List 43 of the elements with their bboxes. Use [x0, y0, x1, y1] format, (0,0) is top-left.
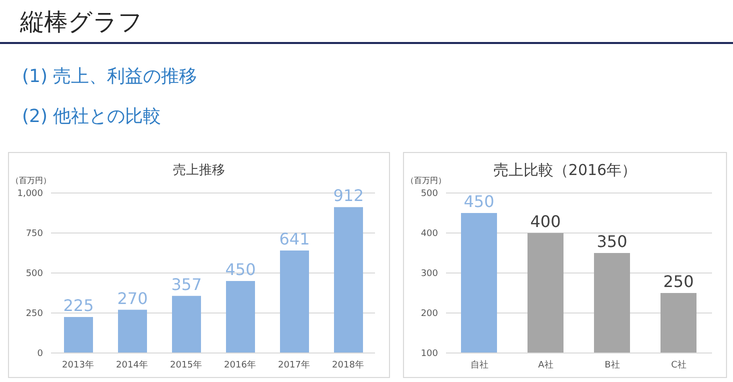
data-label: 641 — [279, 229, 310, 248]
y-tick-label: 250 — [26, 309, 44, 320]
data-label: 450 — [225, 260, 256, 279]
x-tick-label: 2013年 — [62, 359, 94, 370]
y-axis-title: （百万円） — [11, 175, 51, 186]
data-label: 350 — [596, 232, 628, 251]
bar — [172, 296, 201, 353]
x-tick-label: 2017年 — [278, 359, 310, 370]
data-label: 357 — [171, 274, 202, 294]
text: (1) 売上、利益の推移 — [22, 65, 198, 88]
x-tick-label: A社 — [538, 359, 554, 370]
y-axis-title: （百万円） — [406, 175, 446, 186]
y-tick-label: 1,000 — [17, 189, 44, 200]
y-tick-label: 750 — [26, 229, 44, 240]
data-label: 450 — [464, 192, 494, 211]
y-tick-label: 0 — [37, 349, 44, 360]
bar — [118, 310, 147, 353]
y-tick-label: 400 — [420, 229, 438, 240]
data-label: 400 — [530, 212, 561, 231]
x-tick-label: 自社 — [470, 359, 488, 370]
x-tick-label: 2015年 — [170, 359, 202, 370]
y-tick-label: 300 — [420, 269, 438, 280]
bar — [226, 281, 255, 353]
bar — [280, 250, 309, 353]
x-tick-label: 2018年 — [332, 359, 364, 370]
data-label: 912 — [333, 186, 364, 206]
text: 縦棒グラフ — [20, 7, 143, 38]
x-tick-label: 2014年 — [116, 359, 148, 370]
data-label: 250 — [663, 272, 694, 291]
x-tick-label: C社 — [671, 359, 686, 370]
y-tick-label: 200 — [420, 309, 438, 320]
y-tick-label: 500 — [420, 189, 438, 200]
x-tick-label: B社 — [604, 359, 620, 370]
bar — [334, 207, 363, 353]
y-tick-label: 100 — [420, 349, 438, 360]
y-tick-label: 500 — [26, 269, 44, 280]
bar — [64, 317, 93, 353]
chart-title: 売上比較（2016年） — [493, 161, 637, 179]
data-label: 270 — [117, 288, 148, 308]
x-tick-label: 2016年 — [224, 359, 256, 370]
chart-title: 売上推移 — [173, 163, 225, 178]
data-label: 225 — [63, 296, 94, 315]
text: (2) 他社との比較 — [22, 105, 162, 128]
